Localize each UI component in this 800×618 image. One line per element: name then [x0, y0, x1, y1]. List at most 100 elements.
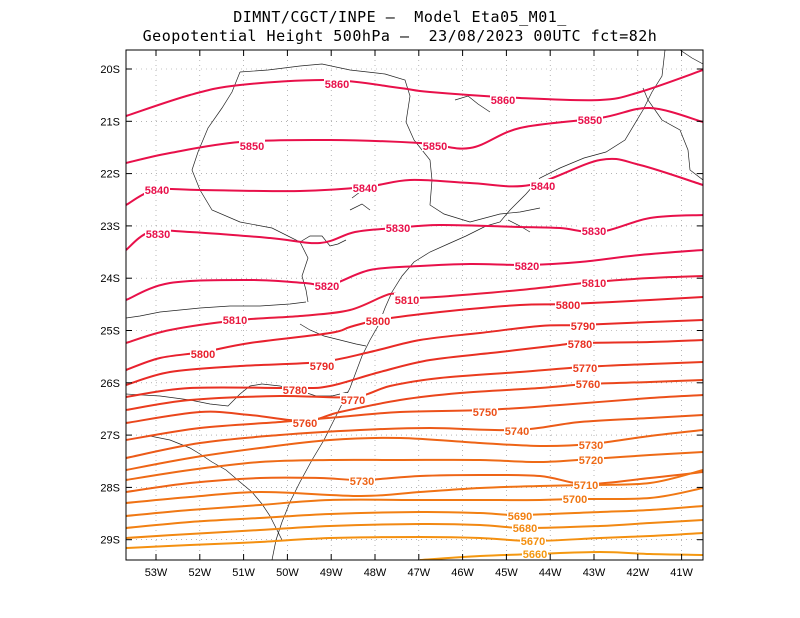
plot-frame	[125, 49, 704, 561]
contour-value-label: 5700	[563, 494, 587, 506]
state-border-ms-pr	[299, 235, 347, 247]
lon-tick-label: 46W	[451, 567, 474, 579]
contour-label-bg	[394, 293, 420, 305]
contour-line	[126, 361, 703, 411]
contour-value-label: 5780	[283, 385, 307, 397]
contour-label-bg	[472, 405, 498, 417]
contour-value-label: 5860	[491, 95, 515, 107]
lat-tick-label: 21S	[100, 116, 120, 128]
contour-value-label: 5690	[508, 511, 532, 523]
contour-line	[126, 319, 703, 386]
lon-tick-label: 50W	[276, 567, 299, 579]
contour-value-label: 5820	[315, 281, 339, 293]
contour-label-bg	[578, 438, 604, 450]
contour-line	[126, 469, 703, 504]
lon-tick-label: 41W	[670, 567, 693, 579]
contour-value-label: 5860	[325, 79, 349, 91]
contour-line	[126, 487, 703, 517]
contour-value-label: 5760	[576, 379, 600, 391]
contour-label-bg	[512, 521, 538, 533]
contour-label-bg	[145, 227, 171, 239]
map-title: DIMNT/CGCT/INPE – Model Eta05_M01_	[233, 8, 567, 26]
contour-label-bg	[324, 77, 350, 89]
lon-tick-label: 53W	[145, 567, 168, 579]
contour-line	[126, 379, 703, 424]
contour-value-label: 5800	[191, 349, 215, 361]
contour-label-bg	[562, 492, 588, 504]
contour-label-bg	[522, 547, 548, 559]
contour-label-bg	[530, 179, 556, 191]
contour-value-label: 5830	[582, 226, 606, 238]
contour-label-bg	[349, 474, 375, 486]
contour-value-label: 5730	[350, 476, 374, 488]
axis-ticks: 20S 21S 22S 23S 24S 25S 26S 27S 28S 29S 53W 52W 51W 5…	[100, 50, 703, 579]
lon-tick-label: 52W	[188, 567, 211, 579]
contour-value-label: 5670	[521, 536, 545, 548]
lat-tick-label: 26S	[100, 378, 120, 390]
lat-tick-label: 20S	[100, 64, 120, 76]
contour-line	[126, 451, 703, 481]
contour-line	[126, 429, 703, 471]
contour-label-bg	[309, 359, 335, 371]
contour-label-bg	[340, 393, 366, 405]
contour-value-label: 5820	[515, 261, 539, 273]
contour-line	[126, 106, 703, 164]
contour-label-bg	[573, 478, 599, 490]
contour-value-label: 5800	[556, 300, 580, 312]
contour-value-label: 5780	[568, 339, 592, 351]
lat-tick-label: 27S	[100, 430, 120, 442]
lat-tick-label: 22S	[100, 169, 120, 181]
contour-value-label: 5710	[574, 480, 598, 492]
contour-value-label: 5730	[579, 440, 603, 452]
contour-label-bg	[578, 453, 604, 465]
contour-value-label: 5660	[523, 549, 547, 561]
contour-value-label: 5790	[310, 361, 334, 373]
contour-value-label: 5720	[579, 455, 603, 467]
contour-value-label: 5850	[240, 141, 264, 153]
contour-label-bg	[422, 139, 448, 151]
contour-label-bg	[222, 313, 248, 325]
lon-tick-label: 42W	[626, 567, 649, 579]
contour-value-label: 5830	[386, 223, 410, 235]
contour-line	[126, 414, 703, 459]
state-border-north	[191, 71, 309, 303]
contour-value-label: 5840	[145, 185, 169, 197]
contour-label-bg	[239, 139, 265, 151]
lon-tick-label: 47W	[407, 567, 430, 579]
contour-line	[126, 214, 703, 251]
lat-tick-label: 25S	[100, 326, 120, 338]
contour-label-bg	[365, 314, 391, 326]
contour-value-label: 5770	[573, 363, 597, 375]
contour-line	[419, 550, 703, 560]
contour-value-label: 5770	[341, 395, 365, 407]
uruguay-border	[126, 435, 283, 541]
coastline-ne	[642, 87, 703, 181]
lon-tick-label: 49W	[320, 567, 343, 579]
contour-line	[126, 69, 703, 117]
contour-value-label: 5790	[571, 321, 595, 333]
contour-label-bg	[520, 534, 546, 546]
contour-line	[126, 519, 703, 539]
contour-label-bg	[507, 509, 533, 521]
lat-tick-label: 23S	[100, 221, 120, 233]
lon-tick-label: 44W	[539, 567, 562, 579]
contour-label-bg	[575, 377, 601, 389]
paraguay-border	[126, 301, 307, 319]
contour-label-bg	[581, 224, 607, 236]
contour-label-bg	[581, 276, 607, 288]
height-contours	[126, 69, 703, 560]
lat-tick-label: 24S	[100, 273, 120, 285]
contour-label-bg	[567, 337, 593, 349]
lon-tick-label: 45W	[495, 567, 518, 579]
contour-value-label: 5760	[293, 418, 317, 430]
contour-value-label: 5840	[353, 183, 377, 195]
contour-label-bg	[577, 113, 603, 125]
lon-tick-label: 48W	[364, 567, 387, 579]
state-border-pr-sc	[299, 323, 367, 347]
coastline-rj-es	[271, 50, 703, 560]
contour-label-bg	[314, 279, 340, 291]
contour-line	[126, 505, 703, 529]
contour-line	[126, 394, 703, 441]
lon-tick-label: 43W	[583, 567, 606, 579]
contour-value-label: 5810	[395, 295, 419, 307]
